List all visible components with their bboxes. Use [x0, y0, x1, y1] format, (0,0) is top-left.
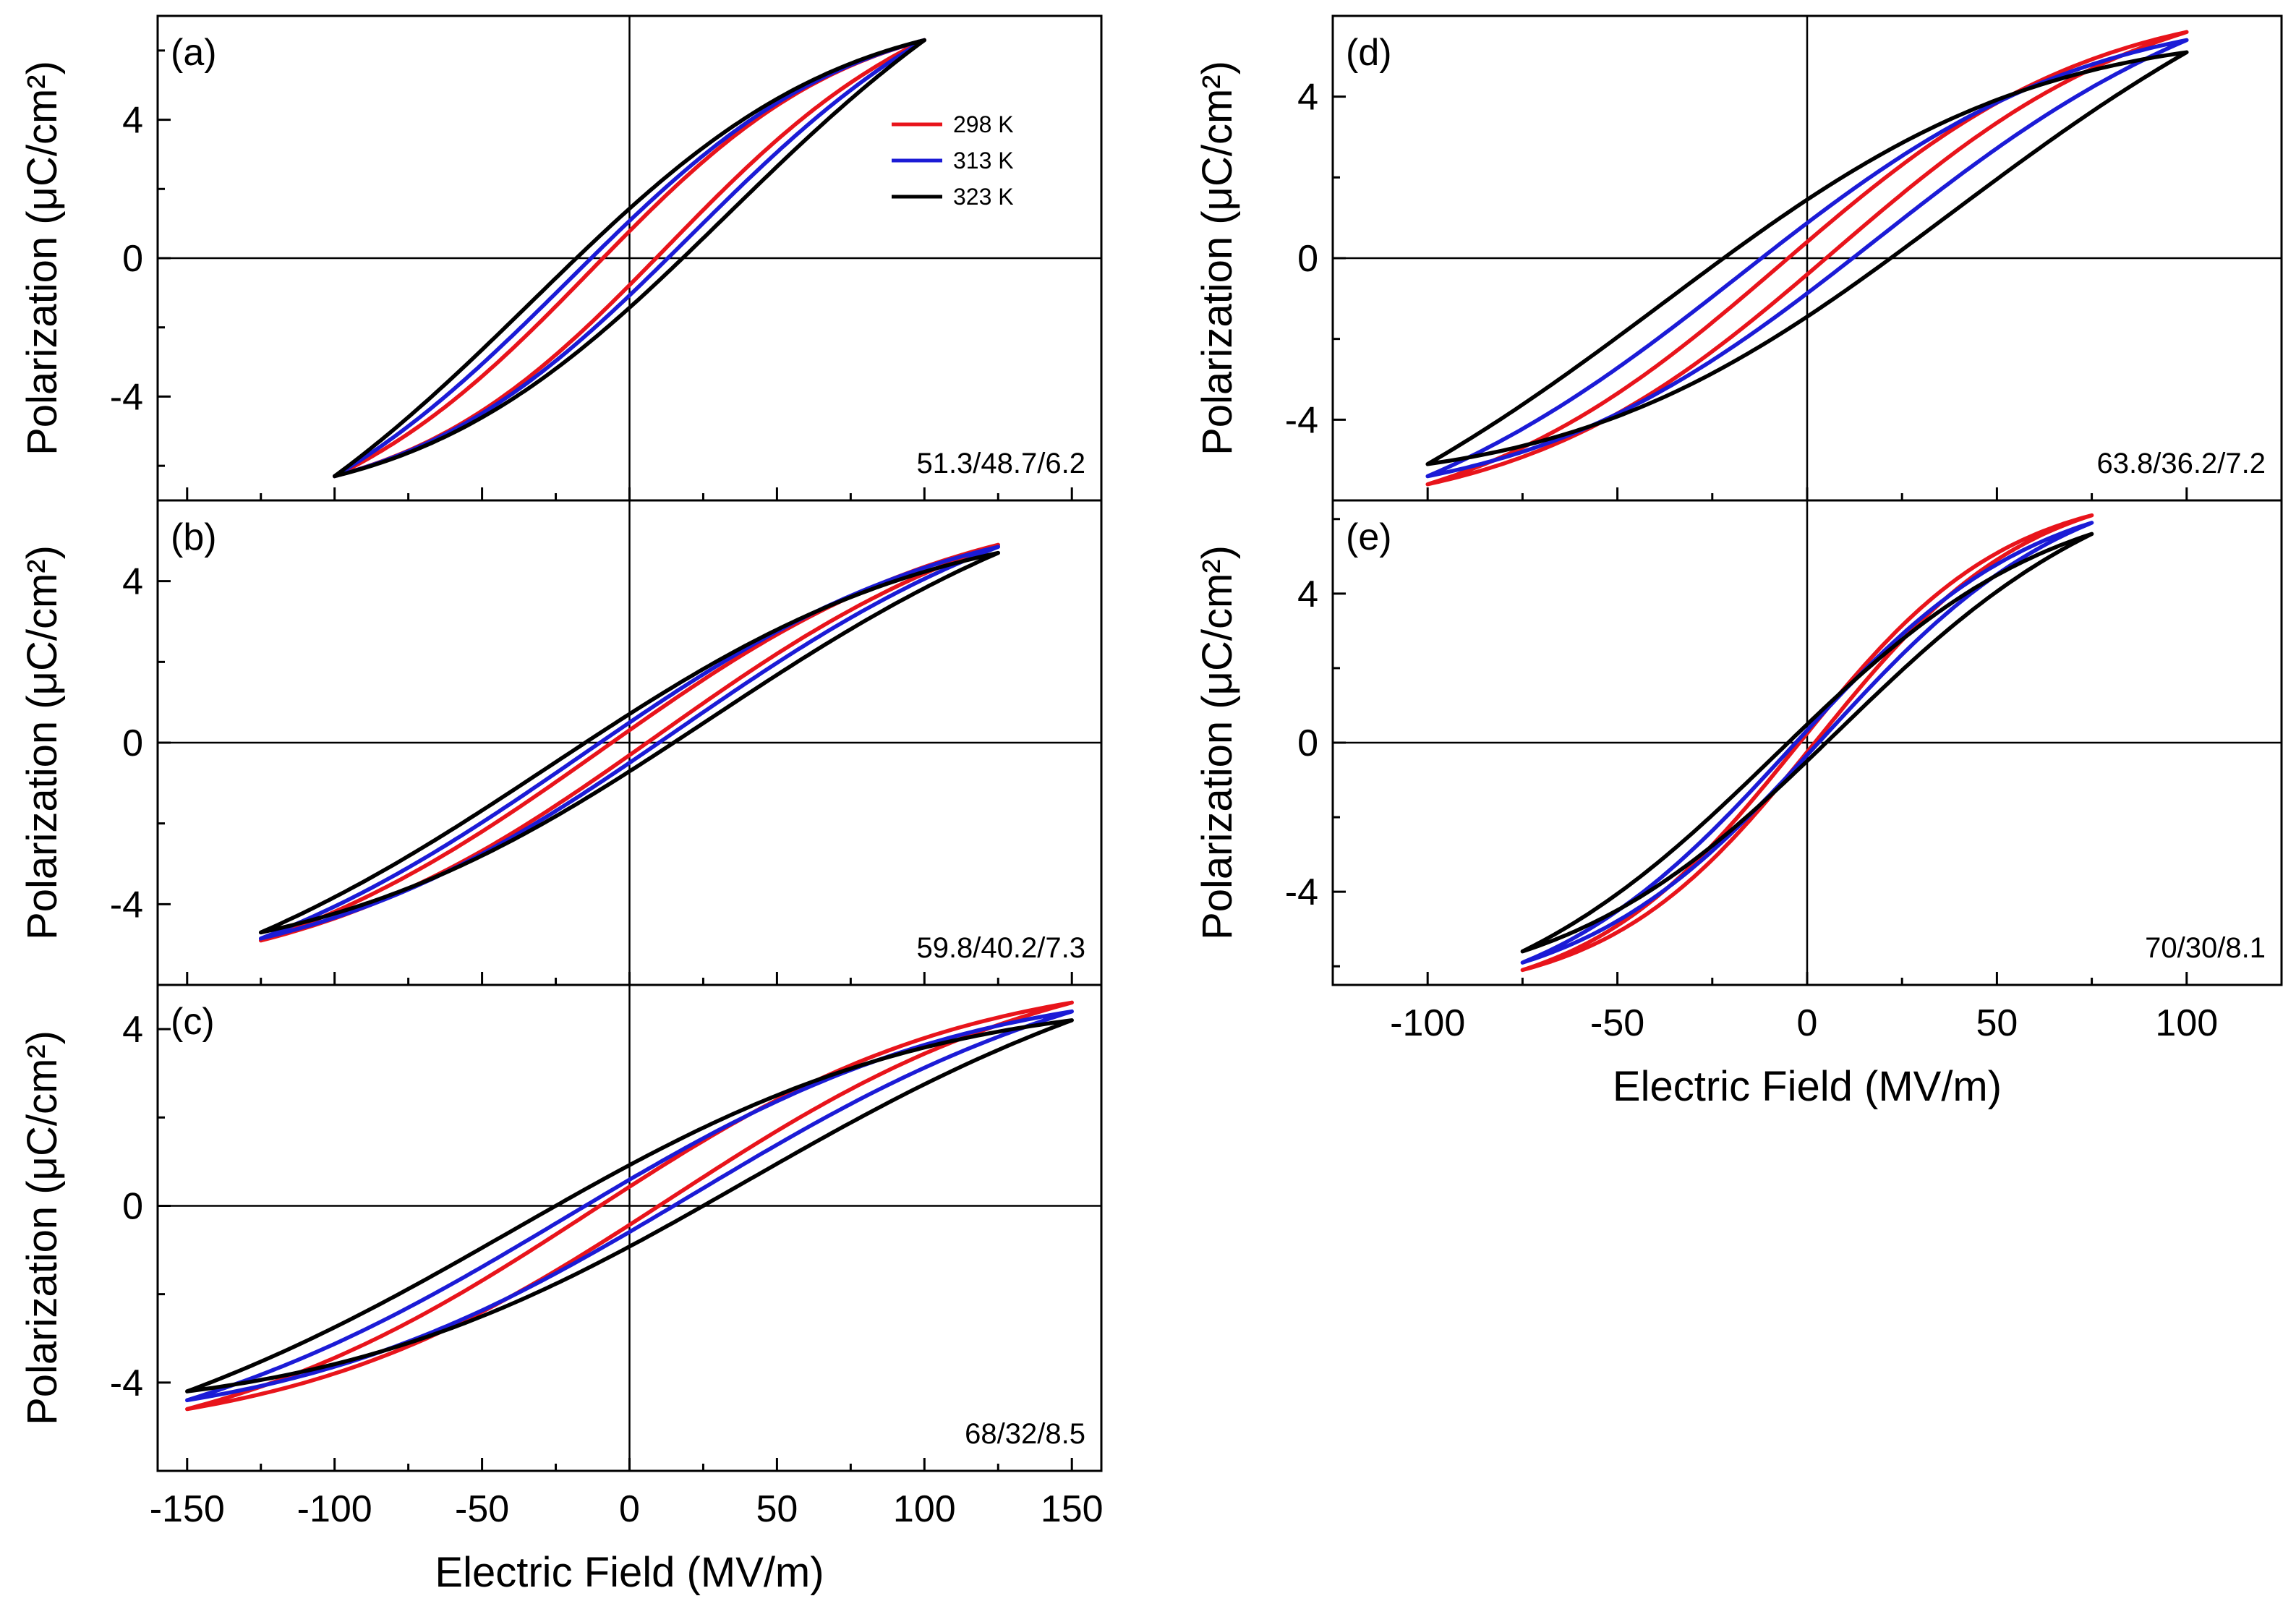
series-313k	[1425, 38, 2189, 479]
y-tick-label: 4	[1297, 573, 1318, 615]
y-tick-label: 0	[122, 1185, 143, 1227]
y-axis-title: Polarization (μC/cm²)	[1194, 545, 1241, 940]
panel-tag: (a)	[171, 32, 217, 74]
composition-label: 70/30/8.1	[2145, 932, 2266, 964]
series-323k	[1425, 50, 2189, 466]
series-323k	[185, 1018, 1074, 1394]
panel-tag: (d)	[1346, 32, 1392, 74]
y-tick-label: -4	[1285, 871, 1318, 913]
y-axis-title: Polarization (μC/cm²)	[1194, 61, 1241, 456]
x-tick-label: -150	[150, 1488, 225, 1530]
x-tick-label: -100	[297, 1488, 372, 1530]
panel-tag: (c)	[171, 1001, 215, 1043]
y-tick-label: -4	[110, 376, 143, 418]
y-tick-label: -4	[1285, 399, 1318, 441]
y-tick-label: 0	[1297, 722, 1318, 764]
series-323k	[258, 550, 1001, 935]
y-axis-title: Polarization (μC/cm²)	[19, 545, 66, 940]
y-axis-title: Polarization (μC/cm²)	[19, 61, 66, 456]
panel-d: -4 0 4 Polarization (μC/cm²) (d) 63.8/36.2/7.…	[1194, 14, 2283, 502]
panel-a: -4 0 4 Polarization (μC/cm²) (a) 51.3/48.7/6.…	[19, 14, 1103, 502]
x-tick-label: 100	[893, 1488, 956, 1530]
legend-label: 313 K	[953, 148, 1014, 174]
series-313k	[1520, 521, 2094, 965]
y-tick-label: 0	[122, 238, 143, 280]
y-tick-label: 4	[122, 561, 143, 603]
legend: 298 K 313 K 323 K	[892, 111, 1014, 210]
series-323k	[1520, 532, 2094, 954]
composition-label: 51.3/48.7/6.2	[916, 448, 1085, 479]
composition-label: 63.8/36.2/7.2	[2096, 448, 2266, 479]
panel-tag: (e)	[1346, 516, 1392, 558]
series-323k	[332, 38, 927, 479]
y-tick-label: 0	[122, 722, 143, 764]
y-tick-label: 4	[1297, 77, 1318, 119]
y-axis-title: Polarization (μC/cm²)	[19, 1030, 66, 1425]
panel-tag: (b)	[171, 516, 217, 558]
x-tick-label: 50	[1976, 1002, 2018, 1044]
x-tick-label: -50	[455, 1488, 509, 1530]
y-tick-label: 4	[122, 100, 143, 142]
panel-b: -4 0 4 Polarization (μC/cm²) (b) 59.8/40.2/7.…	[19, 499, 1103, 986]
y-tick-label: 0	[1297, 238, 1318, 280]
x-tick-label: 100	[2155, 1002, 2218, 1044]
x-axis-title: Electric Field (MV/m)	[1613, 1063, 2002, 1110]
y-tick-label: -4	[110, 1362, 143, 1404]
series-298k	[1425, 30, 2189, 487]
panel-c: -4 0 4 -150 -100 -50 0 50 100 150 Electric Field (…	[19, 983, 1104, 1596]
legend-label: 298 K	[953, 111, 1014, 137]
y-tick-label: 4	[122, 1009, 143, 1051]
x-tick-label: 0	[619, 1488, 640, 1530]
series-313k	[258, 545, 1001, 941]
y-tick-label: -4	[110, 884, 143, 926]
composition-label: 68/32/8.5	[965, 1418, 1085, 1450]
series-298k	[258, 542, 1001, 943]
legend-label: 323 K	[953, 184, 1014, 210]
panel-e: -4 0 4 -100 -50 0 50 100 Electric Field (MV/m) Po…	[1194, 499, 2283, 1110]
x-tick-label: 0	[1797, 1002, 1818, 1044]
x-axis-title: Electric Field (MV/m)	[435, 1549, 824, 1596]
series-313k	[185, 1009, 1074, 1403]
x-tick-label: -50	[1590, 1002, 1644, 1044]
composition-label: 59.8/40.2/7.3	[916, 932, 1085, 964]
x-tick-label: 50	[756, 1488, 798, 1530]
x-tick-label: 150	[1041, 1488, 1104, 1530]
x-tick-label: -100	[1390, 1002, 1465, 1044]
